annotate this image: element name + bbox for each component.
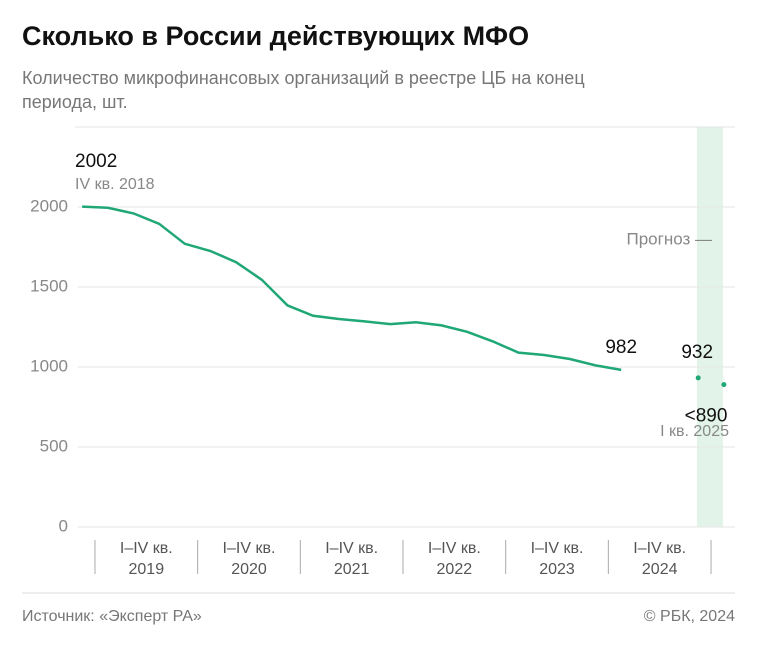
line xyxy=(82,205,622,372)
y-tick-label: 1000 xyxy=(30,356,68,375)
forecast-label: Прогноз — xyxy=(627,229,713,248)
chart-title: Сколько в России действующих МФО xyxy=(22,21,529,51)
forecast-point xyxy=(721,382,727,388)
x-group-period: I–IV кв. xyxy=(223,540,276,557)
x-group-period: I–IV кв. xyxy=(325,540,378,557)
copyright: © РБК, 2024 xyxy=(644,608,735,625)
forecast-point xyxy=(695,375,701,381)
x-group-year: 2020 xyxy=(231,561,267,578)
x-group-year: 2019 xyxy=(129,561,165,578)
forecast-band xyxy=(697,127,723,527)
value-label: 932 xyxy=(681,342,713,363)
chart-subtitle: Количество микрофинансовых организаций в… xyxy=(22,68,585,112)
y-tick-label: 1500 xyxy=(30,276,68,295)
point-note: IV кв. 2018 xyxy=(75,176,155,193)
y-tick-label: 2000 xyxy=(30,196,68,215)
value-label: 982 xyxy=(605,337,637,358)
x-group-year: 2022 xyxy=(437,561,473,578)
x-group-period: I–IV кв. xyxy=(633,540,686,557)
x-group-year: 2023 xyxy=(539,561,575,578)
x-group-period: I–IV кв. xyxy=(531,540,584,557)
x-group-year: 2021 xyxy=(334,561,370,578)
x-group-year: 2024 xyxy=(642,561,678,578)
x-group-period: I–IV кв. xyxy=(428,540,481,557)
y-tick-label: 0 xyxy=(59,516,68,535)
x-group-period: I–IV кв. xyxy=(120,540,173,557)
value-label: <890 xyxy=(685,406,728,427)
y-tick-label: 500 xyxy=(40,436,68,455)
source: Источник: «Эксперт РА» xyxy=(22,608,202,625)
value-label: 2002 xyxy=(75,151,117,172)
point-note: I кв. 2025 xyxy=(660,423,729,440)
